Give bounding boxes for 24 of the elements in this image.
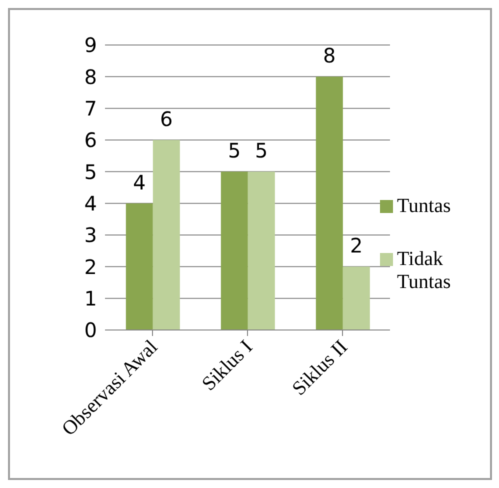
bar [342,266,370,330]
y-tick-label: 1 [84,286,97,310]
y-tick-label: 3 [84,223,97,248]
y-tick-label: 8 [84,64,97,89]
y-tick-label: 2 [84,254,97,279]
bar [152,140,180,330]
y-tick-label: 7 [84,96,97,120]
y-tick-label: 4 [84,191,97,216]
data-label: 6 [160,107,173,131]
y-tick-label: 0 [84,318,97,342]
bar [316,76,343,330]
legend-label: Tuntas [397,195,452,218]
bar [220,172,248,330]
legend-label: Tidak Tuntas [397,248,452,294]
y-tick-label: 5 [84,160,97,184]
y-tick-label: 9 [84,33,97,58]
data-label: 8 [323,44,336,68]
bar [248,172,275,330]
data-label: 4 [133,170,146,194]
bar [126,203,153,330]
data-label: 5 [255,138,268,163]
data-label: 2 [350,234,363,258]
y-tick-label: 6 [84,128,97,152]
data-label: 5 [228,138,241,163]
